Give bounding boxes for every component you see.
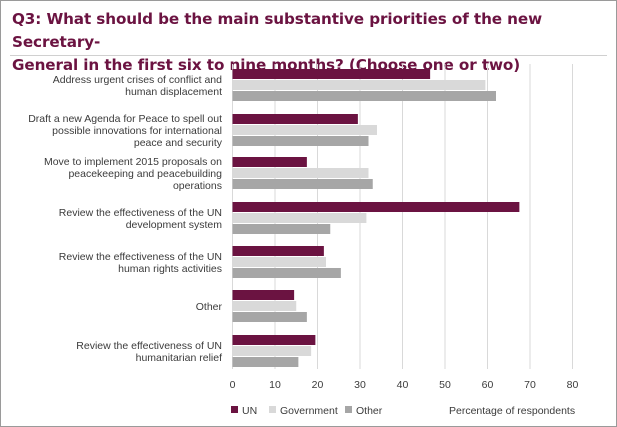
bar-government-5 <box>232 257 326 267</box>
category-label: Review the effectiveness of the UN human … <box>59 251 222 275</box>
bar-government-6 <box>232 301 297 311</box>
bar-government-4 <box>232 213 367 223</box>
x-tick-label: 60 <box>482 379 494 391</box>
category-label: Review the effectiveness of the UN develo… <box>59 207 222 231</box>
x-tick-label: 80 <box>567 379 579 391</box>
bar-government-2 <box>232 125 377 135</box>
x-tick-label: 40 <box>397 379 409 391</box>
bar-un-3 <box>232 157 307 167</box>
legend-swatch-un <box>231 406 238 413</box>
bar-un-6 <box>232 290 295 300</box>
legend-label-un: UN <box>242 405 257 417</box>
x-axis-title: Percentage of respondents <box>449 405 575 417</box>
legend-swatch-other <box>345 406 352 413</box>
category-label: Address urgent crises of conflict and hum… <box>53 74 222 98</box>
bar-other-7 <box>232 357 299 367</box>
x-tick-label: 30 <box>354 379 366 391</box>
bar-un-7 <box>232 335 316 345</box>
category-label: Draft a new Agenda for Peace to spell ou… <box>28 113 223 149</box>
x-tick-label: 0 <box>230 379 236 391</box>
bar-other-3 <box>232 179 373 189</box>
bar-un-2 <box>232 114 358 124</box>
x-tick-label: 20 <box>312 379 324 391</box>
title-separator <box>10 55 607 56</box>
legend-swatch-government <box>269 406 276 413</box>
bar-other-5 <box>232 268 341 278</box>
x-tick-label: 50 <box>439 379 451 391</box>
bar-government-3 <box>232 168 369 178</box>
category-label: Review the effectiveness of UN humanitari… <box>76 340 222 364</box>
bar-other-6 <box>232 312 307 322</box>
legend-label-government: Government <box>280 405 338 417</box>
category-label: Move to implement 2015 proposals on peace… <box>44 156 222 192</box>
bar-other-1 <box>232 91 496 101</box>
bar-other-2 <box>232 136 369 146</box>
bar-other-4 <box>232 224 331 234</box>
x-tick-label: 10 <box>269 379 281 391</box>
legend-label-other: Other <box>356 405 383 417</box>
x-tick-label: 70 <box>524 379 536 391</box>
bar-un-1 <box>232 69 431 79</box>
bar-un-5 <box>232 246 324 256</box>
bar-government-1 <box>232 80 486 90</box>
category-label: Other <box>196 301 223 313</box>
bar-un-4 <box>232 202 520 212</box>
bar-government-7 <box>232 346 312 356</box>
